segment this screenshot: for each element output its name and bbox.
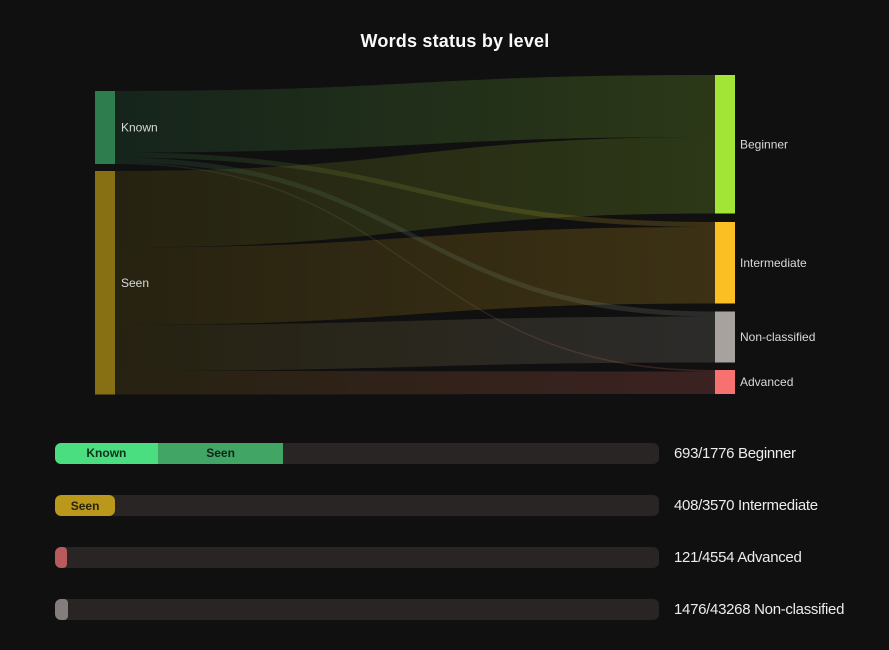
svg-text:Beginner: Beginner [740, 138, 788, 152]
svg-text:Intermediate: Intermediate [740, 256, 807, 270]
svg-text:Non-classified: Non-classified [740, 330, 815, 344]
svg-text:Advanced: Advanced [740, 375, 793, 389]
svg-text:Known: Known [121, 121, 158, 135]
svg-text:Seen: Seen [121, 276, 149, 290]
